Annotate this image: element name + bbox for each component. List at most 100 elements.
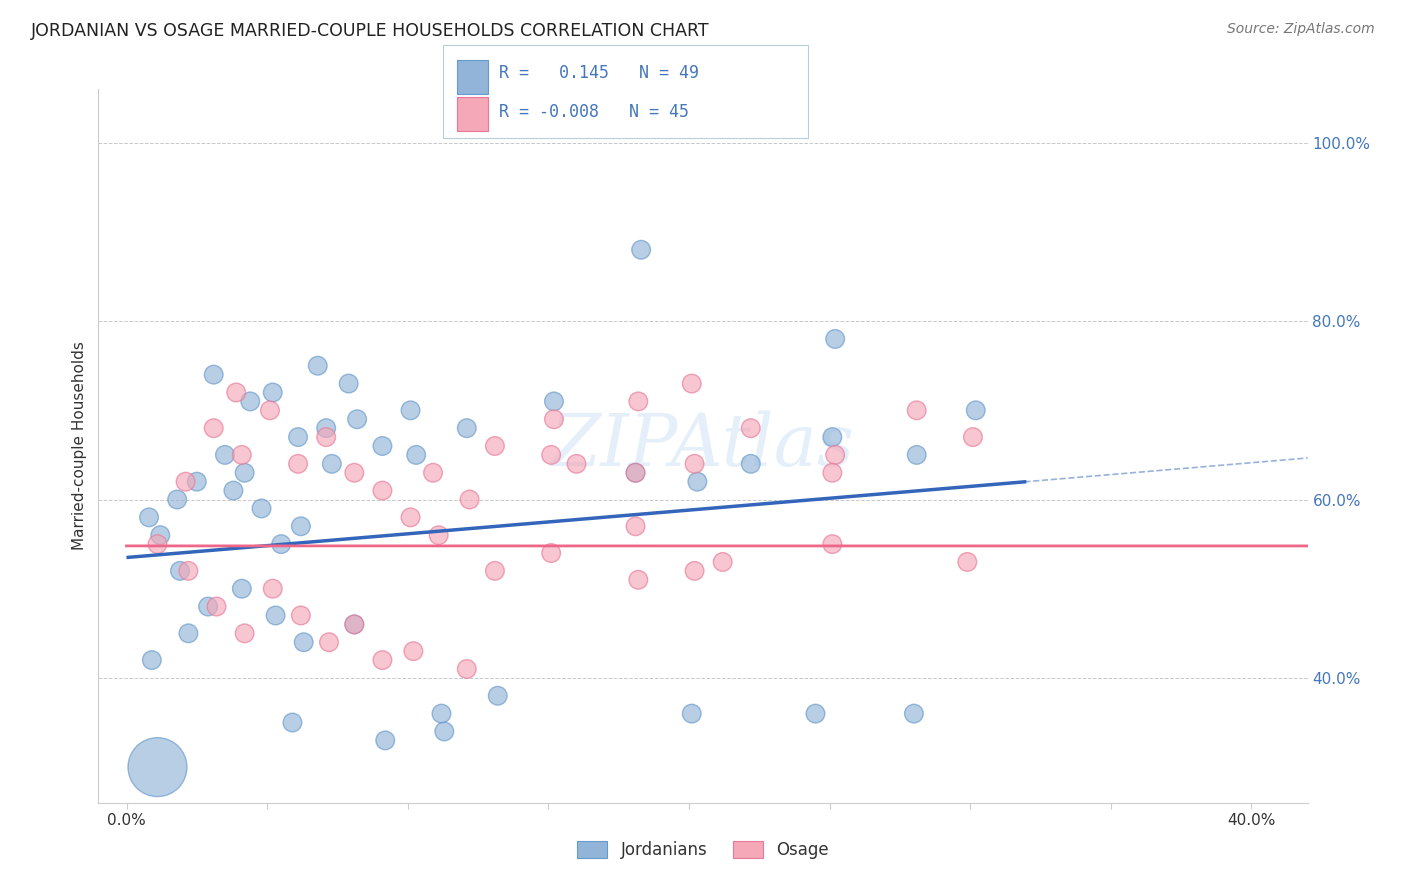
- Point: [239, 394, 262, 409]
- Point: [681, 706, 703, 721]
- Point: [962, 430, 984, 444]
- Point: [630, 243, 652, 257]
- Point: [141, 653, 163, 667]
- Point: [250, 501, 273, 516]
- Point: [402, 644, 425, 658]
- Point: [624, 466, 647, 480]
- Point: [543, 412, 565, 426]
- Point: [287, 430, 309, 444]
- Point: [262, 385, 284, 400]
- Point: [965, 403, 987, 417]
- Point: [686, 475, 709, 489]
- Point: [540, 546, 562, 560]
- Point: [233, 466, 256, 480]
- Point: [231, 582, 253, 596]
- Point: [456, 662, 478, 676]
- Point: [146, 760, 169, 774]
- Point: [290, 519, 312, 533]
- Point: [627, 394, 650, 409]
- Point: [287, 457, 309, 471]
- Point: [264, 608, 287, 623]
- Point: [624, 466, 647, 480]
- Point: [290, 608, 312, 623]
- Point: [174, 475, 197, 489]
- Point: [821, 537, 844, 551]
- Point: [315, 421, 337, 435]
- Point: [422, 466, 444, 480]
- Point: [956, 555, 979, 569]
- Y-axis label: Married-couple Households: Married-couple Households: [72, 342, 87, 550]
- Point: [399, 403, 422, 417]
- Point: [371, 439, 394, 453]
- Point: [270, 537, 292, 551]
- Point: [321, 457, 343, 471]
- Point: [624, 519, 647, 533]
- Point: [824, 332, 846, 346]
- Text: ZIPAtlas: ZIPAtlas: [551, 410, 855, 482]
- Point: [433, 724, 456, 739]
- Point: [681, 376, 703, 391]
- Point: [740, 457, 762, 471]
- Point: [543, 394, 565, 409]
- Point: [821, 466, 844, 480]
- Point: [231, 448, 253, 462]
- Point: [214, 448, 236, 462]
- Point: [484, 564, 506, 578]
- Point: [371, 483, 394, 498]
- Point: [565, 457, 588, 471]
- Point: [371, 653, 394, 667]
- Point: [186, 475, 208, 489]
- Point: [740, 421, 762, 435]
- Point: [683, 457, 706, 471]
- Point: [149, 528, 172, 542]
- Point: [222, 483, 245, 498]
- Point: [343, 617, 366, 632]
- Point: [202, 421, 225, 435]
- Point: [225, 385, 247, 400]
- Point: [202, 368, 225, 382]
- Point: [346, 412, 368, 426]
- Point: [821, 430, 844, 444]
- Point: [627, 573, 650, 587]
- Point: [484, 439, 506, 453]
- Point: [804, 706, 827, 721]
- Point: [177, 626, 200, 640]
- Point: [458, 492, 481, 507]
- Text: Source: ZipAtlas.com: Source: ZipAtlas.com: [1227, 22, 1375, 37]
- Point: [824, 448, 846, 462]
- Point: [903, 706, 925, 721]
- Point: [315, 430, 337, 444]
- Text: R = -0.008   N = 45: R = -0.008 N = 45: [499, 103, 689, 120]
- Point: [281, 715, 304, 730]
- Point: [233, 626, 256, 640]
- Point: [343, 617, 366, 632]
- Point: [399, 510, 422, 524]
- Point: [166, 492, 188, 507]
- Point: [486, 689, 509, 703]
- Point: [205, 599, 228, 614]
- Point: [905, 403, 928, 417]
- Point: [405, 448, 427, 462]
- Point: [427, 528, 450, 542]
- Point: [262, 582, 284, 596]
- Point: [138, 510, 160, 524]
- Point: [540, 448, 562, 462]
- Point: [177, 564, 200, 578]
- Point: [456, 421, 478, 435]
- Point: [683, 564, 706, 578]
- Point: [292, 635, 315, 649]
- Point: [169, 564, 191, 578]
- Text: JORDANIAN VS OSAGE MARRIED-COUPLE HOUSEHOLDS CORRELATION CHART: JORDANIAN VS OSAGE MARRIED-COUPLE HOUSEH…: [31, 22, 710, 40]
- Point: [146, 537, 169, 551]
- Point: [343, 466, 366, 480]
- Legend: Jordanians, Osage: Jordanians, Osage: [571, 834, 835, 866]
- Point: [259, 403, 281, 417]
- Point: [197, 599, 219, 614]
- Text: R =   0.145   N = 49: R = 0.145 N = 49: [499, 64, 699, 82]
- Point: [374, 733, 396, 747]
- Point: [711, 555, 734, 569]
- Point: [337, 376, 360, 391]
- Point: [307, 359, 329, 373]
- Point: [318, 635, 340, 649]
- Point: [430, 706, 453, 721]
